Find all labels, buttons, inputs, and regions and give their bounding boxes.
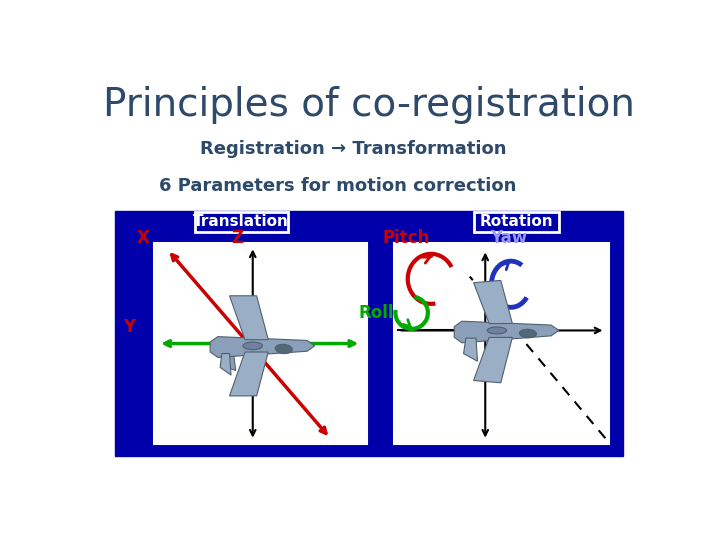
- Text: Y: Y: [122, 318, 135, 335]
- FancyBboxPatch shape: [195, 212, 287, 232]
- Text: Translation: Translation: [193, 214, 289, 230]
- Polygon shape: [454, 321, 559, 343]
- Text: X: X: [136, 229, 149, 247]
- Polygon shape: [210, 336, 315, 357]
- Text: Registration → Transformation: Registration → Transformation: [200, 140, 507, 159]
- Ellipse shape: [243, 342, 262, 350]
- Polygon shape: [474, 280, 513, 323]
- Text: Principles of co-registration: Principles of co-registration: [103, 86, 635, 124]
- Text: 6 Parameters for motion correction: 6 Parameters for motion correction: [159, 178, 517, 195]
- Polygon shape: [230, 352, 269, 396]
- Text: Yaw: Yaw: [490, 229, 527, 247]
- Text: Z: Z: [231, 229, 243, 247]
- Ellipse shape: [275, 345, 292, 354]
- Polygon shape: [220, 352, 235, 370]
- Polygon shape: [230, 296, 269, 340]
- FancyBboxPatch shape: [474, 212, 559, 232]
- Ellipse shape: [519, 329, 536, 338]
- Text: Rotation: Rotation: [480, 214, 553, 230]
- Bar: [394, 244, 609, 444]
- Bar: [114, 211, 624, 456]
- Text: Roll: Roll: [359, 303, 395, 322]
- Text: Pitch: Pitch: [382, 229, 430, 247]
- Polygon shape: [464, 338, 477, 361]
- Ellipse shape: [487, 327, 507, 334]
- Polygon shape: [220, 354, 231, 375]
- Bar: [153, 244, 366, 444]
- Polygon shape: [474, 338, 513, 383]
